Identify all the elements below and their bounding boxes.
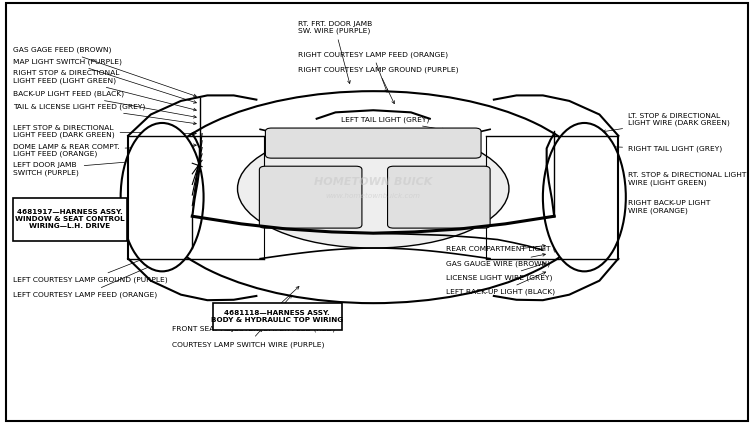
Text: LT. STOP & DIRECTIONAL
LIGHT WIRE (DARK GREEN): LT. STOP & DIRECTIONAL LIGHT WIRE (DARK … [603,113,730,133]
Text: GAS GAGE FEED (BROWN): GAS GAGE FEED (BROWN) [13,47,197,97]
Text: RT. STOP & DIRECTIONAL LIGHT
WIRE (LIGHT GREEN): RT. STOP & DIRECTIONAL LIGHT WIRE (LIGHT… [599,172,746,186]
Text: LEFT BACK-UP LIGHT (BLACK): LEFT BACK-UP LIGHT (BLACK) [446,272,556,296]
Text: GAS GAUGE WIRE (BROWN): GAS GAUGE WIRE (BROWN) [446,254,550,267]
Ellipse shape [121,123,204,271]
Text: REAR COMPARTMENT LIGHT (ORANGE): REAR COMPARTMENT LIGHT (ORANGE) [446,245,591,252]
Text: LEFT TAIL LIGHT (GREY): LEFT TAIL LIGHT (GREY) [341,116,445,131]
Text: 4681118—HARNESS ASSY.
BODY & HYDRAULIC TOP WIRING: 4681118—HARNESS ASSY. BODY & HYDRAULIC T… [211,310,343,323]
Text: BACK-UP LIGHT FEED (BLACK): BACK-UP LIGHT FEED (BLACK) [13,91,196,118]
Text: www.hometownbuick.com: www.hometownbuick.com [326,193,421,199]
Ellipse shape [238,129,509,248]
FancyBboxPatch shape [388,166,490,228]
Text: LEFT STOP & DIRECTIONAL
LIGHT FEED (DARK GREEN): LEFT STOP & DIRECTIONAL LIGHT FEED (DARK… [13,125,196,138]
Text: LEFT DOOR JAMB
SWITCH (PURPLE): LEFT DOOR JAMB SWITCH (PURPLE) [13,155,196,176]
Text: 4681917—HARNESS ASSY.
WINDOW & SEAT CONTROL
WIRING—L.H. DRIVE: 4681917—HARNESS ASSY. WINDOW & SEAT CONT… [15,209,124,229]
Text: LEFT COURTESY LAMP GROUND (PURPLE): LEFT COURTESY LAMP GROUND (PURPLE) [13,240,189,283]
Ellipse shape [147,91,599,303]
FancyBboxPatch shape [213,303,342,330]
Text: RIGHT TAIL LIGHT (GREY): RIGHT TAIL LIGHT (GREY) [603,145,722,153]
Text: RIGHT BACK-UP LIGHT
WIRE (ORANGE): RIGHT BACK-UP LIGHT WIRE (ORANGE) [599,193,710,214]
FancyBboxPatch shape [259,166,362,228]
Text: RIGHT STOP & DIRECTIONAL
LIGHT FEED (LIGHT GREEN): RIGHT STOP & DIRECTIONAL LIGHT FEED (LIG… [13,70,196,111]
Text: TAIL & LICENSE LIGHT FEED (GREY): TAIL & LICENSE LIGHT FEED (GREY) [13,103,196,125]
FancyBboxPatch shape [265,128,481,158]
Text: LICENSE LIGHT WIRE (GREY): LICENSE LIGHT WIRE (GREY) [446,262,553,281]
Text: RIGHT COURTESY LAMP FEED (ORANGE): RIGHT COURTESY LAMP FEED (ORANGE) [298,51,448,92]
Text: LEFT COURTESY LAMP FEED (ORANGE): LEFT COURTESY LAMP FEED (ORANGE) [13,249,189,298]
Text: FRONT SEAT ADJUSTER JUMPER FEED (RED): FRONT SEAT ADJUSTER JUMPER FEED (RED) [172,287,336,332]
Text: COURTESY LAMP SWITCH WIRE (PURPLE): COURTESY LAMP SWITCH WIRE (PURPLE) [172,295,324,348]
Text: MAP LIGHT SWITCH (PURPLE): MAP LIGHT SWITCH (PURPLE) [13,58,197,103]
Text: RIGHT COURTESY LAMP GROUND (PURPLE): RIGHT COURTESY LAMP GROUND (PURPLE) [298,67,458,103]
Text: DOME LAMP & REAR COMPT.
LIGHT FEED (ORANGE): DOME LAMP & REAR COMPT. LIGHT FEED (ORAN… [13,144,196,157]
Ellipse shape [543,123,626,271]
Text: HOMETOWN BUICK: HOMETOWN BUICK [314,177,432,187]
FancyBboxPatch shape [13,198,127,241]
Text: RT. FRT. DOOR JAMB
SW. WIRE (PURPLE): RT. FRT. DOOR JAMB SW. WIRE (PURPLE) [298,21,372,84]
